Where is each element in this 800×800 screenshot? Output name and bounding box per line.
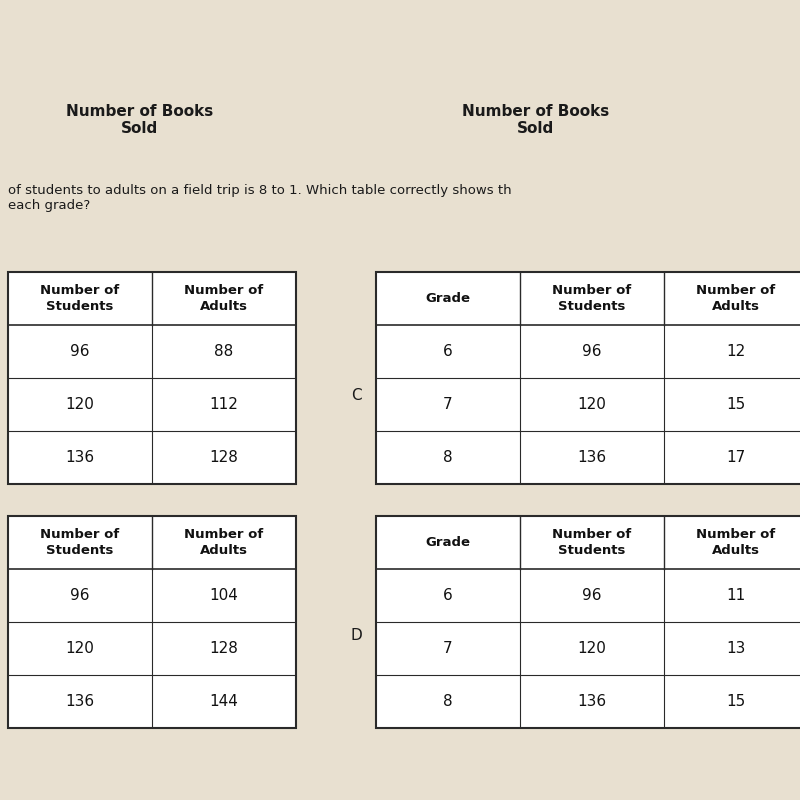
Text: Number of
Students: Number of Students: [552, 285, 632, 313]
Text: 128: 128: [210, 450, 238, 465]
Text: 7: 7: [443, 641, 453, 656]
Text: 8: 8: [443, 450, 453, 465]
Text: Grade: Grade: [426, 536, 470, 549]
Text: 136: 136: [66, 694, 94, 709]
Text: D: D: [350, 629, 362, 643]
Text: Number of
Adults: Number of Adults: [184, 529, 264, 557]
Text: Number of
Adults: Number of Adults: [184, 285, 264, 313]
Text: Number of
Students: Number of Students: [40, 529, 120, 557]
Text: 15: 15: [726, 694, 746, 709]
Text: Number of
Adults: Number of Adults: [696, 529, 776, 557]
Text: Number of Books
Sold: Number of Books Sold: [462, 104, 610, 136]
Text: 120: 120: [66, 397, 94, 412]
Text: Number of
Students: Number of Students: [552, 529, 632, 557]
Text: 120: 120: [66, 641, 94, 656]
Text: 104: 104: [210, 588, 238, 603]
Text: 96: 96: [582, 344, 602, 359]
Text: 136: 136: [578, 694, 606, 709]
Text: e: e: [8, 373, 18, 387]
Text: 144: 144: [210, 694, 238, 709]
Text: 120: 120: [578, 641, 606, 656]
Text: 8: 8: [443, 694, 453, 709]
Text: 136: 136: [66, 450, 94, 465]
Text: 12: 12: [726, 344, 746, 359]
Text: 96: 96: [70, 588, 90, 603]
Text: 11: 11: [726, 588, 746, 603]
Text: C: C: [350, 389, 362, 403]
Text: 13: 13: [726, 641, 746, 656]
Text: of students to adults on a field trip is 8 to 1. Which table correctly shows th
: of students to adults on a field trip is…: [8, 184, 512, 212]
Text: 17: 17: [726, 450, 746, 465]
Text: 6: 6: [443, 588, 453, 603]
Text: Number of
Adults: Number of Adults: [696, 285, 776, 313]
Text: Number of Books
Sold: Number of Books Sold: [66, 104, 214, 136]
Text: 88: 88: [214, 344, 234, 359]
Text: Grade: Grade: [426, 292, 470, 305]
Text: 15: 15: [726, 397, 746, 412]
Text: Number of
Students: Number of Students: [40, 285, 120, 313]
Text: 7: 7: [443, 397, 453, 412]
Text: 96: 96: [70, 344, 90, 359]
Text: 120: 120: [578, 397, 606, 412]
Text: 136: 136: [578, 450, 606, 465]
Text: 6: 6: [443, 344, 453, 359]
Text: 112: 112: [210, 397, 238, 412]
Text: 128: 128: [210, 641, 238, 656]
Text: 96: 96: [582, 588, 602, 603]
